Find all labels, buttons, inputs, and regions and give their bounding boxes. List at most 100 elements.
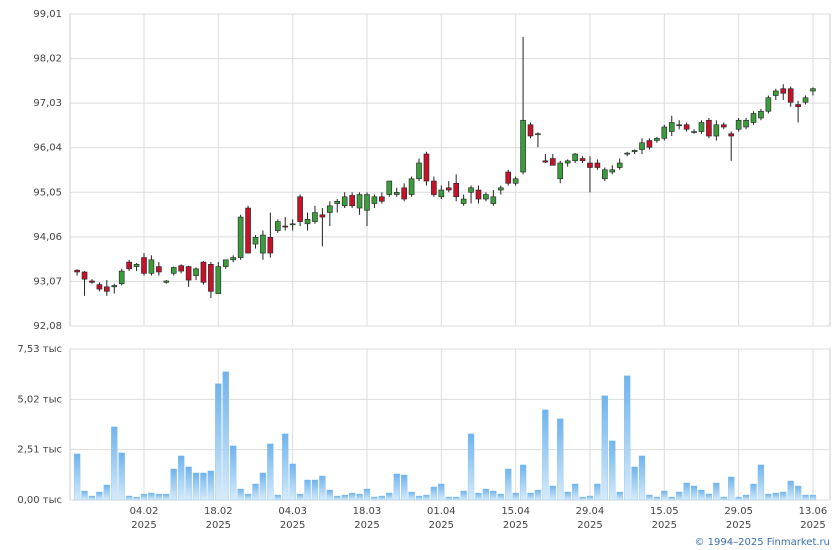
volume-bar [623, 375, 631, 501]
volume-bar [430, 486, 438, 501]
volume-bar [616, 491, 623, 501]
candle-body [572, 153, 578, 162]
candle-body [602, 169, 608, 180]
volume-bar [73, 453, 81, 501]
x-tick-year: 2025 [280, 520, 305, 531]
candle-body [631, 150, 638, 153]
volume-bar [125, 495, 133, 501]
volume-bar [609, 440, 616, 501]
x-tick-label: 29.05 [724, 506, 753, 517]
candle-body [639, 142, 645, 150]
volume-bar [638, 455, 646, 501]
candle-body [408, 178, 415, 195]
volume-bar [170, 468, 177, 501]
candle-body [104, 286, 110, 292]
volume-bar [401, 474, 408, 501]
volume-bar [282, 433, 289, 501]
candle-body [230, 257, 236, 261]
candle-body [683, 124, 690, 130]
candle-body [304, 218, 311, 225]
volume-bar [601, 395, 608, 501]
candle-body [431, 180, 437, 195]
x-tick-label: 15.05 [650, 506, 679, 517]
candle-body [96, 284, 103, 290]
candle-body [185, 266, 192, 281]
candle-body [401, 187, 407, 200]
x-tick-year: 2025 [726, 520, 751, 531]
x-tick-label: 15.04 [501, 506, 530, 517]
candle-body [356, 194, 363, 209]
volume-bar [81, 490, 88, 501]
volume-bar [140, 493, 148, 501]
candle-body [594, 162, 601, 168]
x-tick-year: 2025 [354, 520, 379, 531]
x-tick-year: 2025 [503, 520, 528, 531]
volume-bar [661, 490, 668, 501]
candle-body [691, 131, 697, 133]
volume-bar [594, 483, 601, 501]
volume-bar [237, 488, 244, 501]
volume-bar [512, 492, 519, 501]
y-tick-label: 94,06 [33, 232, 62, 243]
volume-bar [192, 472, 200, 501]
candle-body [810, 88, 816, 92]
candle-body [654, 137, 660, 141]
price-frame [69, 13, 831, 327]
volume-bar [363, 488, 371, 501]
x-tick-year: 2025 [800, 520, 825, 531]
x-tick-label: 29.04 [576, 506, 605, 517]
candle-body [215, 266, 222, 294]
candle-body [557, 162, 564, 180]
volume-bar [319, 475, 326, 501]
y-tick-label: 2,51 тыс [17, 445, 62, 456]
volume-bar [148, 492, 155, 501]
volume-bar [356, 493, 363, 501]
candle-body [579, 158, 586, 162]
candle-body [490, 196, 497, 204]
candle-body [237, 216, 244, 258]
candle-body [371, 196, 378, 204]
volume-bar [728, 476, 735, 501]
x-tick-label: 04.03 [278, 506, 307, 517]
volume-bar [631, 466, 638, 501]
volume-bar [222, 371, 229, 501]
candle-body [267, 237, 274, 254]
volume-bar [668, 496, 675, 501]
candle-body [193, 268, 199, 276]
volume-bar [96, 491, 103, 501]
volume-bar [438, 483, 445, 501]
volume-bar [244, 493, 252, 501]
volume-bar [549, 485, 556, 501]
candle-body [274, 221, 281, 231]
volume-bar [334, 495, 341, 501]
y-tick-label: 99,01 [33, 9, 62, 20]
candle-body [126, 261, 132, 270]
candle-body [535, 133, 541, 136]
volume-bar [133, 496, 140, 501]
candle-body [661, 126, 668, 139]
volume-bar [207, 470, 215, 501]
candle-body [222, 259, 229, 267]
candle-body [416, 162, 422, 180]
candle-body [81, 271, 88, 280]
volume-bar [527, 492, 534, 501]
x-tick-label: 04.02 [130, 506, 159, 517]
y-tick-label: 95,05 [33, 187, 62, 198]
volume-bar [274, 494, 281, 501]
candle-body [527, 124, 534, 137]
x-tick-year: 2025 [577, 520, 602, 531]
volume-bar [653, 496, 661, 501]
volume-bar [393, 473, 400, 501]
candle-body [89, 280, 95, 283]
volume-bar [378, 495, 386, 501]
volume-bar [564, 491, 571, 501]
candle-body [750, 113, 757, 123]
candle-body [438, 189, 445, 198]
candle-body [609, 169, 616, 173]
volume-bar [289, 463, 296, 501]
candle-body [74, 269, 80, 273]
volume-bar [772, 492, 779, 501]
volume-bar [423, 494, 430, 501]
candle-body [564, 160, 571, 164]
y-tick-label: 7,53 тыс [17, 344, 62, 355]
